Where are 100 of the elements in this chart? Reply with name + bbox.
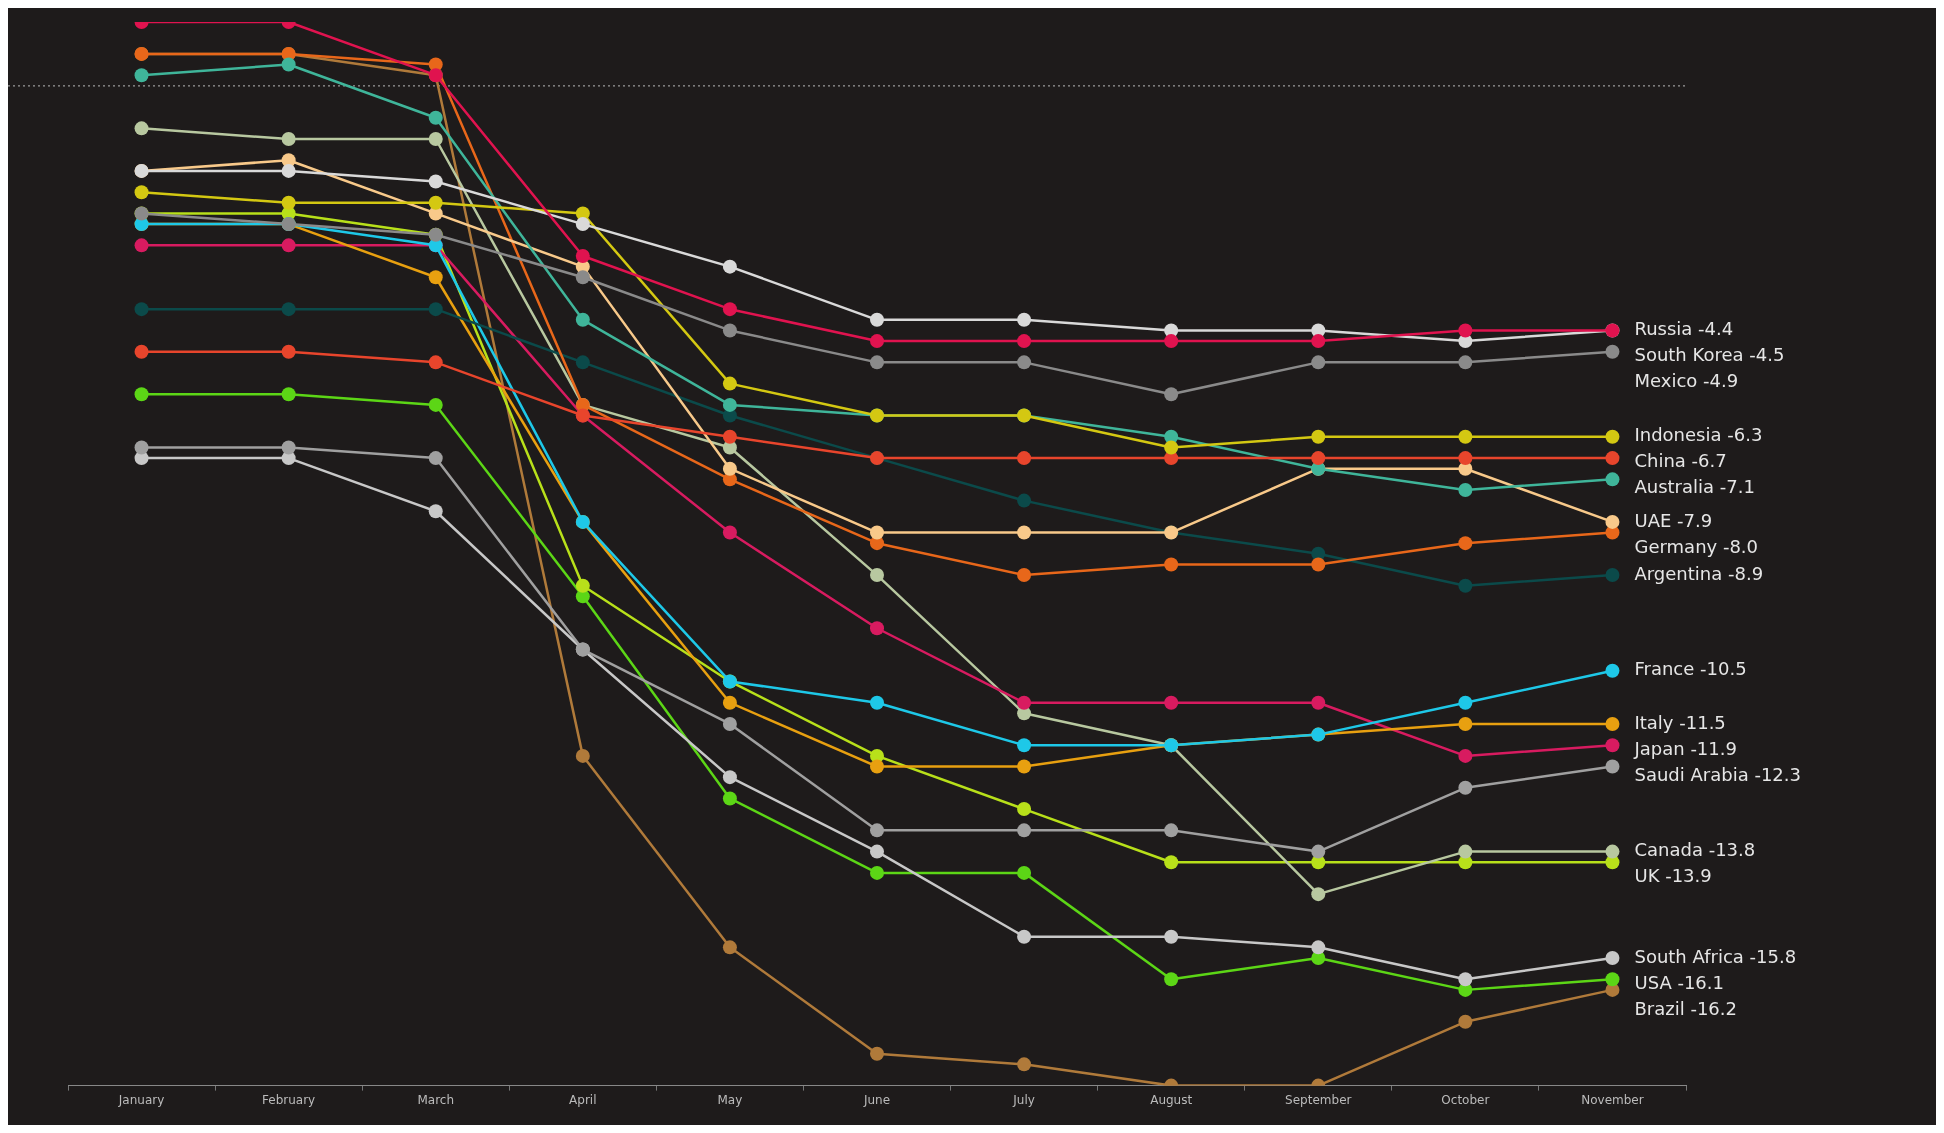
series-label: Mexico -4.9: [1634, 370, 1739, 392]
point: [428, 451, 443, 466]
series-label: Italy -11.5: [1634, 711, 1726, 733]
point: [1605, 472, 1620, 487]
point: [281, 163, 296, 178]
point: [1605, 568, 1620, 583]
point: [1311, 429, 1326, 444]
point: [722, 376, 737, 391]
x-tick-label: March: [417, 1092, 455, 1107]
point: [1017, 451, 1032, 466]
point: [575, 217, 590, 232]
point: [1458, 780, 1473, 795]
point: [722, 525, 737, 540]
series-label: France -10.5: [1634, 658, 1747, 680]
point: [870, 865, 884, 880]
point: [1017, 525, 1032, 540]
point: [870, 621, 884, 636]
point: [1458, 451, 1473, 466]
point: [1458, 1014, 1473, 1029]
point: [575, 748, 590, 763]
point: [281, 238, 296, 253]
point: [1017, 493, 1032, 508]
point: [1458, 429, 1473, 444]
point: [1311, 695, 1326, 710]
point: [722, 770, 737, 785]
point: [1017, 802, 1032, 817]
point: [575, 578, 590, 593]
point: [1605, 429, 1620, 444]
point: [134, 387, 149, 402]
point: [1458, 695, 1473, 710]
point: [1458, 482, 1473, 497]
point: [870, 334, 884, 349]
series-label: UAE -7.9: [1634, 509, 1713, 531]
point: [1164, 972, 1179, 987]
series-label: Brazil -16.2: [1634, 997, 1737, 1019]
point: [1017, 759, 1032, 774]
series-label: Canada -13.8: [1634, 839, 1756, 861]
x-tick-label: April: [569, 1092, 597, 1107]
point: [1311, 355, 1326, 370]
series-label: Australia -7.1: [1634, 476, 1755, 498]
point: [1164, 440, 1179, 455]
point: [281, 344, 296, 359]
point: [575, 270, 590, 285]
series-label: Russia -4.4: [1634, 318, 1734, 340]
point: [1458, 748, 1473, 763]
point: [722, 791, 737, 806]
point: [134, 185, 149, 200]
point: [1164, 334, 1179, 349]
point: [1017, 334, 1032, 349]
point: [1017, 1057, 1032, 1072]
point: [134, 121, 149, 136]
point: [1017, 865, 1032, 880]
series-label: Argentina -8.9: [1634, 562, 1764, 584]
point: [1458, 716, 1473, 731]
x-tick-label: January: [117, 1092, 165, 1107]
x-tick-label: October: [1441, 1092, 1490, 1107]
point: [281, 440, 296, 455]
point: [870, 695, 884, 710]
point: [722, 429, 737, 444]
point: [1017, 738, 1032, 753]
point: [1605, 716, 1620, 731]
point: [428, 174, 443, 189]
point: [1605, 972, 1620, 987]
point: [870, 312, 884, 327]
point: [870, 844, 884, 859]
x-tick-label: July: [1012, 1092, 1035, 1107]
point: [1017, 695, 1032, 710]
point: [1458, 536, 1473, 551]
point: [281, 387, 296, 402]
point: [1458, 578, 1473, 593]
point: [1311, 940, 1326, 955]
point: [134, 440, 149, 455]
point: [870, 568, 884, 583]
point: [1605, 344, 1620, 359]
point: [722, 461, 737, 476]
point: [870, 525, 884, 540]
point: [722, 716, 737, 731]
point: [428, 270, 443, 285]
point: [1458, 972, 1473, 987]
point: [1017, 929, 1032, 944]
point: [1164, 823, 1179, 838]
point: [1164, 855, 1179, 870]
point: [1311, 844, 1326, 859]
point: [281, 57, 296, 72]
point: [1605, 950, 1620, 965]
point: [1017, 568, 1032, 583]
point: [428, 195, 443, 210]
point: [1605, 663, 1620, 678]
point: [1164, 557, 1179, 572]
point: [575, 355, 590, 370]
point: [1311, 334, 1326, 349]
point: [1458, 844, 1473, 859]
point: [281, 132, 296, 146]
x-tick-label: May: [717, 1092, 743, 1107]
point: [428, 302, 443, 317]
point: [1605, 759, 1620, 774]
point: [1605, 738, 1620, 753]
point: [722, 259, 737, 274]
point: [281, 302, 296, 317]
x-tick-label: November: [1581, 1092, 1644, 1107]
